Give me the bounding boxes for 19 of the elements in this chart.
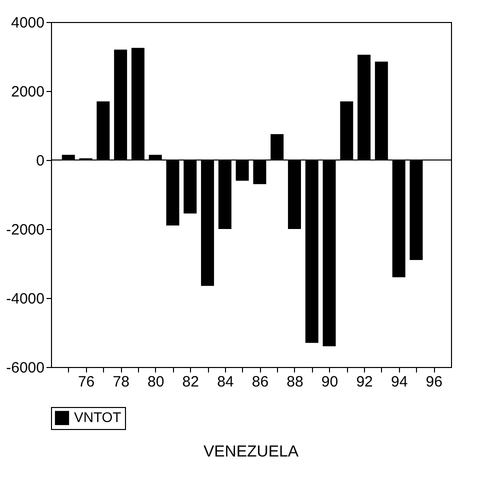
y-tick-label: -4000: [6, 290, 44, 308]
y-tick-label: -2000: [6, 222, 44, 238]
x-tick-label: 90: [321, 374, 338, 390]
y-tick-label: 4000: [11, 14, 44, 32]
x-tick-label: 96: [426, 374, 442, 390]
y-tick-label: 0: [36, 152, 44, 170]
y-tick-label: -6000: [6, 360, 44, 376]
x-tick-label: 84: [217, 374, 234, 390]
x-tick-label: 92: [356, 374, 373, 390]
x-tick-label: 80: [148, 374, 164, 390]
x-tick-label: 88: [286, 374, 304, 390]
x-tick-label: 78: [112, 374, 130, 390]
text: VENEZUELA: [203, 444, 299, 460]
y-tick-label: 2000: [11, 84, 44, 100]
x-tick-label: 76: [78, 374, 95, 390]
x-tick-label: 82: [182, 374, 199, 390]
x-tick-label: 86: [252, 374, 269, 390]
legend-label: VNTOT: [74, 409, 122, 425]
x-tick-label: 94: [390, 374, 408, 390]
